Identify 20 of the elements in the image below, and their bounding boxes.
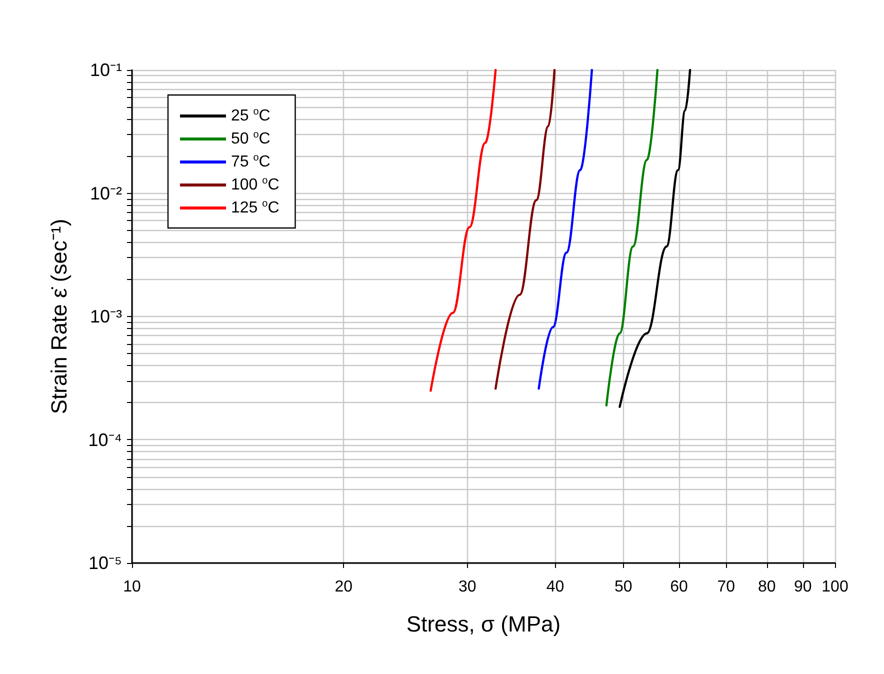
x-tick-label: 60 [670, 578, 688, 596]
x-tick-label: 10 [123, 578, 141, 596]
y-tick-label: 10⁻³ [90, 306, 122, 326]
line-series [538, 68, 593, 390]
x-tick-label: 90 [794, 578, 812, 596]
x-tick-label: 20 [334, 578, 353, 596]
y-axis-title: Strain Rate ε̇ (sec⁻¹) [46, 218, 72, 414]
x-axis-title: Stress, σ (MPa) [406, 612, 561, 636]
x-tick-label: 80 [758, 578, 776, 596]
y-tick-label: 10⁻⁴ [88, 430, 122, 450]
x-tick-label: 100 [822, 578, 848, 596]
x-tick-label: 40 [546, 578, 564, 596]
y-tick-label: 10⁻² [90, 183, 122, 204]
y-tick-label: 10⁻¹ [90, 60, 122, 80]
line-series [494, 68, 556, 390]
y-tick-label: 10⁻⁵ [88, 553, 122, 573]
x-tick-label: 70 [717, 578, 736, 596]
x-tick-label: 30 [458, 578, 476, 596]
line-series [605, 68, 659, 406]
x-tick-label: 50 [614, 578, 632, 596]
